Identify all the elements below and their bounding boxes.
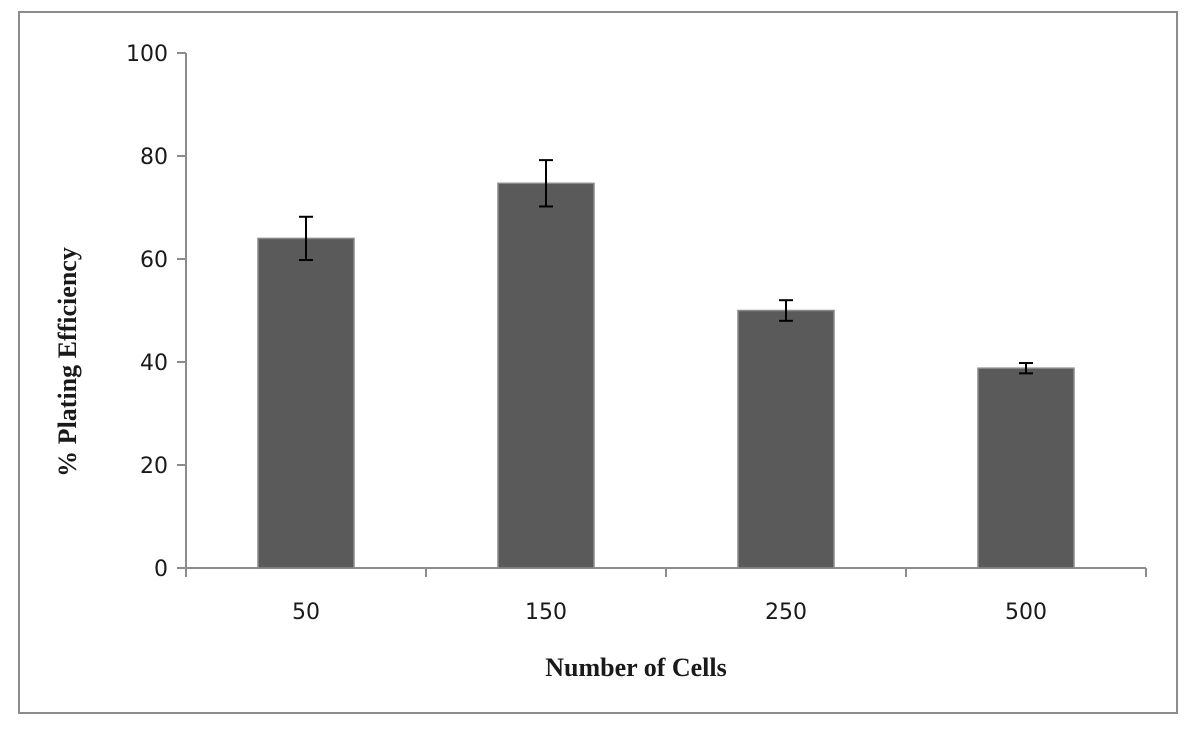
y-tick-label: 40	[140, 351, 168, 376]
y-axis-title: % Plating Efficiency	[53, 247, 82, 477]
y-axis: 0 20 40 60 80 100	[126, 42, 187, 582]
error-bar-500	[1019, 362, 1033, 375]
bars	[257, 182, 1075, 569]
bar-150	[497, 182, 595, 569]
chart-frame	[18, 11, 1178, 714]
error-bar-150	[539, 159, 553, 208]
error-bar-250	[779, 299, 793, 322]
x-tick-label: 500	[1005, 600, 1047, 625]
bar-500	[977, 367, 1075, 569]
error-bar-50	[299, 215, 313, 262]
x-tick-label: 250	[765, 600, 807, 625]
y-tick-label: 60	[140, 248, 168, 273]
bar-50	[257, 237, 355, 569]
error-bars	[299, 159, 1033, 375]
x-tick-label: 50	[292, 600, 320, 625]
y-tick-label: 20	[140, 454, 168, 479]
x-axis: 50 150 250 500	[185, 567, 1147, 625]
y-tick-label: 100	[126, 42, 168, 67]
y-tick-label: 80	[140, 145, 168, 170]
y-tick-label: 0	[154, 557, 168, 582]
bar-250	[737, 309, 835, 569]
x-axis-title: Number of Cells	[545, 653, 727, 682]
x-tick-label: 150	[525, 600, 567, 625]
